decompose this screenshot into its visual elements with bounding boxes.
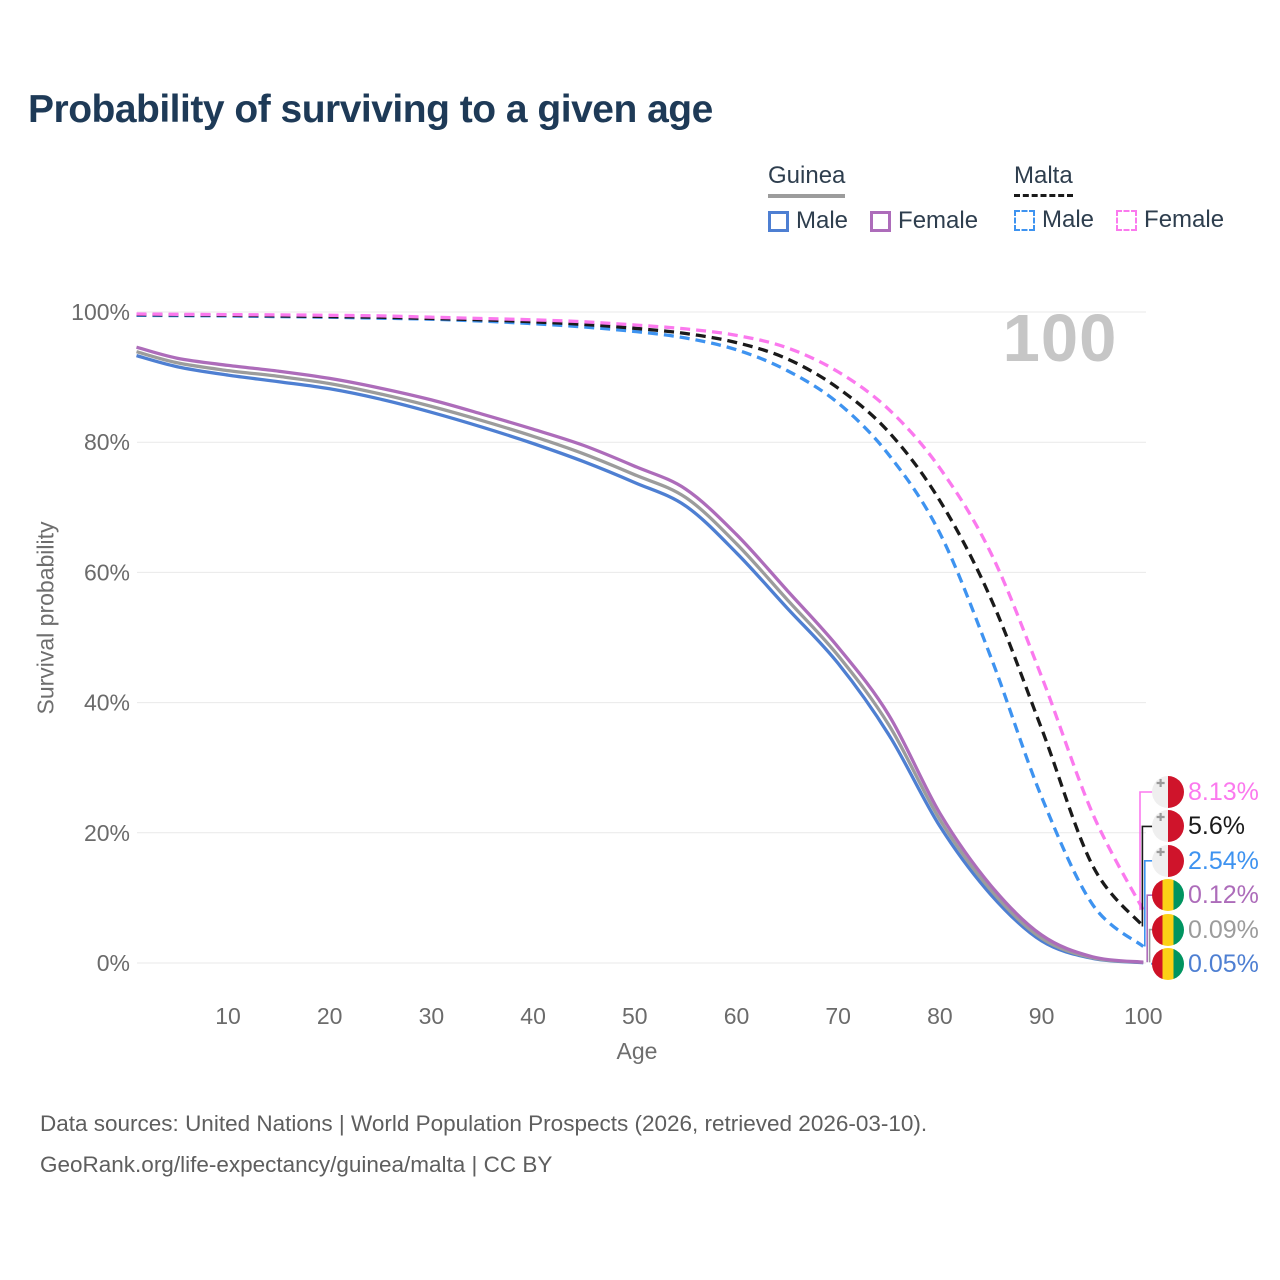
malta-female-swatch-icon xyxy=(1116,209,1138,231)
footer: Data sources: United Nations | World Pop… xyxy=(40,1104,927,1186)
end-label-leader xyxy=(1151,962,1154,965)
legend-label-malta-male: Male xyxy=(1042,206,1095,233)
y-axis-title: Survival probability xyxy=(32,521,59,715)
x-tick-label: 80 xyxy=(927,1003,953,1029)
y-tick-label: 80% xyxy=(84,429,130,455)
series-line-malta-male xyxy=(136,313,1145,948)
series-line-guinea-male xyxy=(136,354,1144,965)
footer-sources-line: Data sources: United Nations | World Pop… xyxy=(40,1111,928,1136)
y-tick-label: 20% xyxy=(84,820,130,846)
x-tick-label: 50 xyxy=(622,1003,648,1029)
legend-label-malta-female: Female xyxy=(1144,206,1225,233)
hover-age-indicator: 100 xyxy=(1002,301,1118,376)
y-tick-label: 100% xyxy=(71,299,130,325)
guinea-male-swatch-icon xyxy=(768,210,789,232)
y-tick-label: 0% xyxy=(97,950,130,976)
legend-group-title-malta: Malta xyxy=(1014,162,1073,197)
end-label-leader xyxy=(1141,825,1154,927)
y-tick-label: 60% xyxy=(84,559,130,585)
legend-group-guinea: Guinea Male Female xyxy=(768,162,1000,235)
end-label-leader xyxy=(1144,860,1154,947)
page-title: Probability of surviving to a given age xyxy=(28,88,713,131)
legend-label-guinea-male: Male xyxy=(796,207,849,234)
y-tick-label: 40% xyxy=(84,690,130,716)
x-tick-label: 100 xyxy=(1124,1003,1162,1029)
legend-row-guinea: Male Female xyxy=(768,207,1000,235)
series-line-guinea-both xyxy=(136,350,1144,965)
series-line-guinea-female xyxy=(136,345,1144,964)
x-tick-label: 90 xyxy=(1029,1003,1055,1029)
legend-group-title-guinea: Guinea xyxy=(768,162,846,198)
legend-row-malta: Male Female xyxy=(1014,206,1246,234)
end-label-leader xyxy=(1146,894,1154,963)
malta-male-swatch-icon xyxy=(1014,209,1035,231)
guinea-female-swatch-icon xyxy=(870,210,892,232)
legend-label-guinea-female: Female xyxy=(898,207,979,234)
series-line-malta-both xyxy=(136,312,1145,928)
footer-attribution-line: GeoRank.org/life-expectancy/guinea/malta… xyxy=(40,1151,553,1177)
x-tick-label: 20 xyxy=(317,1003,343,1029)
series-line-malta-female xyxy=(136,312,1145,911)
x-tick-label: 10 xyxy=(215,1003,241,1029)
x-tick-label: 70 xyxy=(825,1003,851,1029)
x-tick-label: 40 xyxy=(520,1003,546,1029)
end-label-leader xyxy=(1148,928,1154,963)
end-label-leader xyxy=(1139,791,1154,911)
legend-group-malta: Malta Male Female xyxy=(1014,162,1246,234)
x-axis-title: Age xyxy=(616,1038,658,1064)
x-tick-label: 60 xyxy=(724,1003,750,1029)
x-tick-label: 30 xyxy=(419,1003,445,1029)
